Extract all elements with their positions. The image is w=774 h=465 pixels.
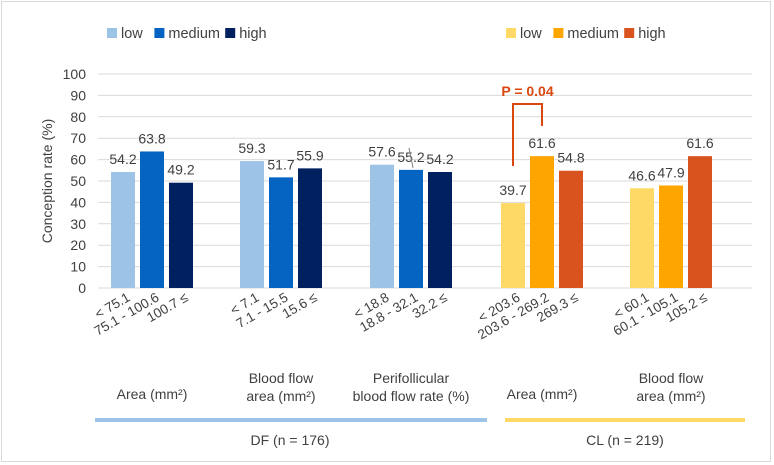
data-label-3-0: 39.7 — [499, 182, 526, 198]
section-label-1: CL (n = 219) — [586, 432, 664, 448]
y-tick-label: 60 — [70, 152, 86, 168]
group-label-0: Area (mm²) — [117, 386, 188, 402]
data-label-leader — [408, 147, 414, 168]
y-tick-label: 10 — [70, 259, 86, 275]
bar-0-0 — [111, 172, 135, 288]
legend-swatch-left-1 — [154, 28, 165, 38]
group-label-4-line1: Blood flow — [639, 370, 704, 386]
bar-4-1 — [659, 185, 683, 288]
bar-2-1 — [399, 169, 423, 288]
p-value-label: P = 0.04 — [501, 83, 554, 99]
bar-1-0 — [240, 161, 264, 288]
bar-4-2 — [688, 156, 712, 288]
data-label-0-0: 54.2 — [109, 151, 136, 167]
bar-3-2 — [559, 170, 583, 288]
legend-swatch-right-2 — [624, 28, 635, 38]
data-label-1-2: 55.9 — [296, 147, 323, 163]
legend-label-left-2: high — [239, 26, 266, 42]
legend-swatch-left-0 — [107, 28, 117, 38]
bar-2-2 — [428, 172, 452, 288]
y-tick-label: 70 — [70, 130, 86, 146]
group-label-1-line1: Blood flow — [249, 370, 314, 386]
legend-swatch-right-1 — [553, 28, 564, 38]
y-tick-label: 40 — [70, 194, 86, 210]
data-label-1-1: 51.7 — [267, 156, 294, 172]
data-label-3-2: 54.8 — [557, 150, 584, 166]
bar-1-2 — [298, 168, 322, 288]
data-label-0-2: 49.2 — [167, 162, 194, 178]
group-label-4-line2: area (mm²) — [636, 388, 705, 404]
legend-swatch-right-0 — [506, 28, 516, 38]
legend-label-left-0: low — [121, 26, 143, 42]
bar-0-2 — [169, 182, 193, 288]
data-label-2-2: 54.2 — [426, 151, 453, 167]
data-label-1-0: 59.3 — [238, 140, 265, 156]
y-tick-label: 100 — [63, 66, 87, 82]
data-label-3-1: 61.6 — [528, 135, 555, 151]
legend-swatch-left-2 — [225, 28, 236, 38]
y-tick-label: 80 — [70, 109, 86, 125]
y-axis-label: Conception rate (%) — [39, 119, 55, 244]
data-label-4-1: 47.9 — [657, 164, 684, 180]
group-label-2-line1: Perifollicular — [373, 370, 450, 386]
bar-2-0 — [370, 164, 394, 288]
y-tick-label: 20 — [70, 237, 86, 253]
y-tick-label: 0 — [78, 280, 86, 296]
data-label-2-0: 57.6 — [368, 144, 395, 160]
legend-label-right-2: high — [638, 26, 665, 42]
bar-3-1 — [530, 156, 554, 288]
data-label-4-2: 61.6 — [686, 135, 713, 151]
y-tick-label: 90 — [70, 87, 86, 103]
y-tick-label: 50 — [70, 173, 86, 189]
group-label-1-line2: area (mm²) — [246, 388, 315, 404]
legend-label-right-0: low — [520, 26, 542, 42]
group-label-3: Area (mm²) — [507, 386, 578, 402]
p-value-bracket — [512, 103, 543, 166]
bar-0-1 — [140, 151, 164, 288]
data-label-4-0: 46.6 — [628, 167, 655, 183]
data-label-0-1: 63.8 — [138, 130, 165, 146]
legend-label-right-1: medium — [567, 26, 619, 42]
section-label-0: DF (n = 176) — [251, 432, 330, 448]
bar-3-0 — [501, 203, 525, 288]
bar-4-0 — [630, 188, 654, 288]
bar-1-1 — [269, 177, 293, 288]
y-tick-label: 30 — [70, 216, 86, 232]
legend-label-left-1: medium — [168, 26, 220, 42]
group-label-2-line2: blood flow rate (%) — [353, 388, 470, 404]
